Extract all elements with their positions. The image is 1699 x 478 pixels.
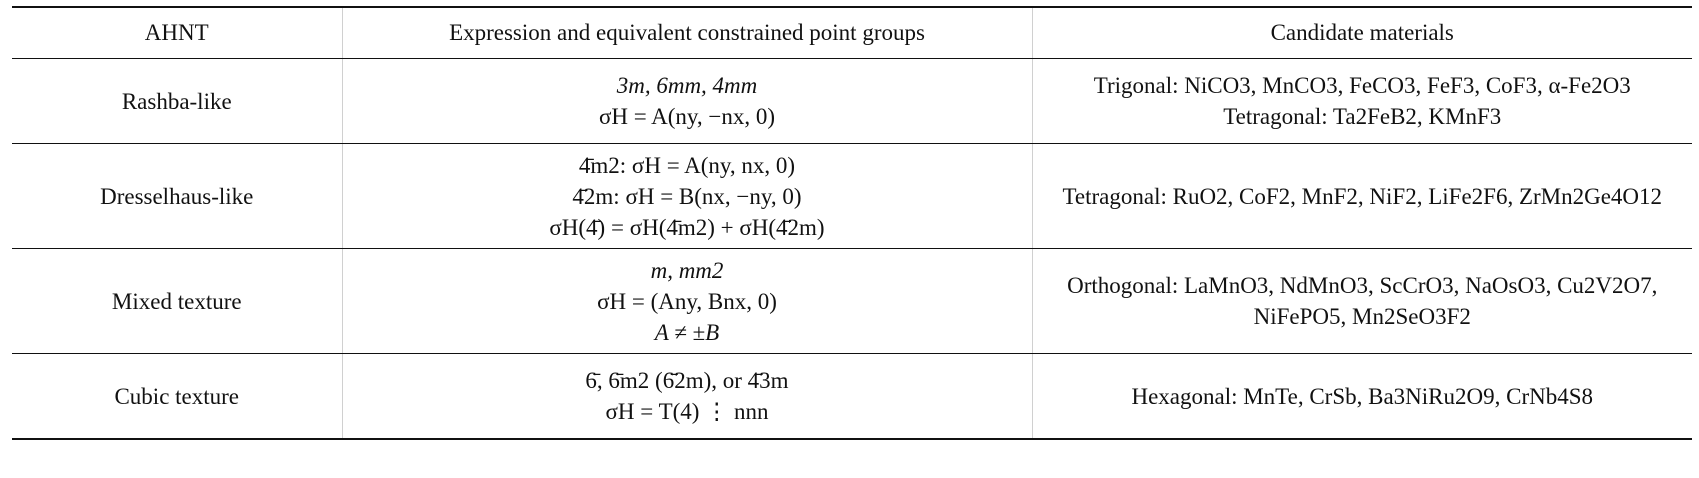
expression-cell: 3m, 6mm, 4mm σH = A(ny, −nx, 0) xyxy=(341,58,1033,144)
expression-cell: m, mm2 σH = (Any, Bnx, 0) A ≠ ±B xyxy=(341,248,1033,354)
expression-line: A ≠ ±B xyxy=(654,319,720,345)
expression-line: 6̄, 6̄m2 (6̄2m), or 4̄3m xyxy=(585,368,789,393)
table-row: Mixed texture m, mm2 σH = (Any, Bnx, 0) … xyxy=(12,248,1692,354)
materials-cell: Orthogonal: LaMnO3, NdMnO3, ScCrO3, NaOs… xyxy=(1032,248,1692,354)
materials-line: Hexagonal: MnTe, CrSb, Ba3NiRu2O9, CrNb4… xyxy=(1131,383,1594,409)
materials-cell: Trigonal: NiCO3, MnCO3, FeCO3, FeF3, CoF… xyxy=(1032,58,1692,144)
expression-line: m, mm2 xyxy=(650,257,724,283)
expression-line: 4̄2m: σH = B(nx, −ny, 0) xyxy=(572,183,802,209)
materials-line: Trigonal: NiCO3, MnCO3, FeCO3, FeF3, CoF… xyxy=(1093,73,1631,98)
header-expression: Expression and equivalent constrained po… xyxy=(341,6,1033,59)
header-ahnt: AHNT xyxy=(12,6,342,59)
expression-line: σH = (Any, Bnx, 0) xyxy=(597,288,777,314)
table-row: Dresselhaus-like 4̄m2: σH = A(ny, nx, 0)… xyxy=(12,143,1692,249)
table-row: Cubic texture 6̄, 6̄m2 (6̄2m), or 4̄3m σ… xyxy=(12,353,1692,440)
expression-line: σH(4̄) = σH(4̄m2) + σH(4̄2m) xyxy=(549,214,825,240)
materials-line: NiFePO5, Mn2SeO3F2 xyxy=(1253,304,1471,329)
materials-line: Tetragonal: RuO2, CoF2, MnF2, NiF2, LiFe… xyxy=(1062,183,1663,209)
ahnt-name: Cubic texture xyxy=(12,353,342,440)
ahnt-name: Dresselhaus-like xyxy=(12,143,342,249)
ahnt-name: Rashba-like xyxy=(12,58,342,144)
header-materials: Candidate materials xyxy=(1032,6,1692,59)
table-header-row: AHNT Expression and equivalent constrain… xyxy=(12,6,1692,59)
expression-line: σH = T(4) ⋮ nnn xyxy=(605,399,769,424)
ahnt-name: Mixed texture xyxy=(12,248,342,354)
materials-line: Orthogonal: LaMnO3, NdMnO3, ScCrO3, NaOs… xyxy=(1067,273,1658,298)
materials-table-container: AHNT Expression and equivalent constrain… xyxy=(12,6,1692,440)
ahnt-table: AHNT Expression and equivalent constrain… xyxy=(12,6,1692,440)
table-row: Rashba-like 3m, 6mm, 4mm σH = A(ny, −nx,… xyxy=(12,58,1692,144)
expression-line: σH = A(ny, −nx, 0) xyxy=(598,104,776,129)
expression-line: 4̄m2: σH = A(ny, nx, 0) xyxy=(578,152,796,178)
materials-line: Tetragonal: Ta2FeB2, KMnF3 xyxy=(1223,104,1502,129)
expression-line: 3m, 6mm, 4mm xyxy=(616,73,758,98)
materials-cell: Hexagonal: MnTe, CrSb, Ba3NiRu2O9, CrNb4… xyxy=(1032,353,1692,440)
materials-cell: Tetragonal: RuO2, CoF2, MnF2, NiF2, LiFe… xyxy=(1032,143,1692,249)
expression-cell: 6̄, 6̄m2 (6̄2m), or 4̄3m σH = T(4) ⋮ nnn xyxy=(341,353,1033,440)
expression-cell: 4̄m2: σH = A(ny, nx, 0) 4̄2m: σH = B(nx,… xyxy=(341,143,1033,249)
